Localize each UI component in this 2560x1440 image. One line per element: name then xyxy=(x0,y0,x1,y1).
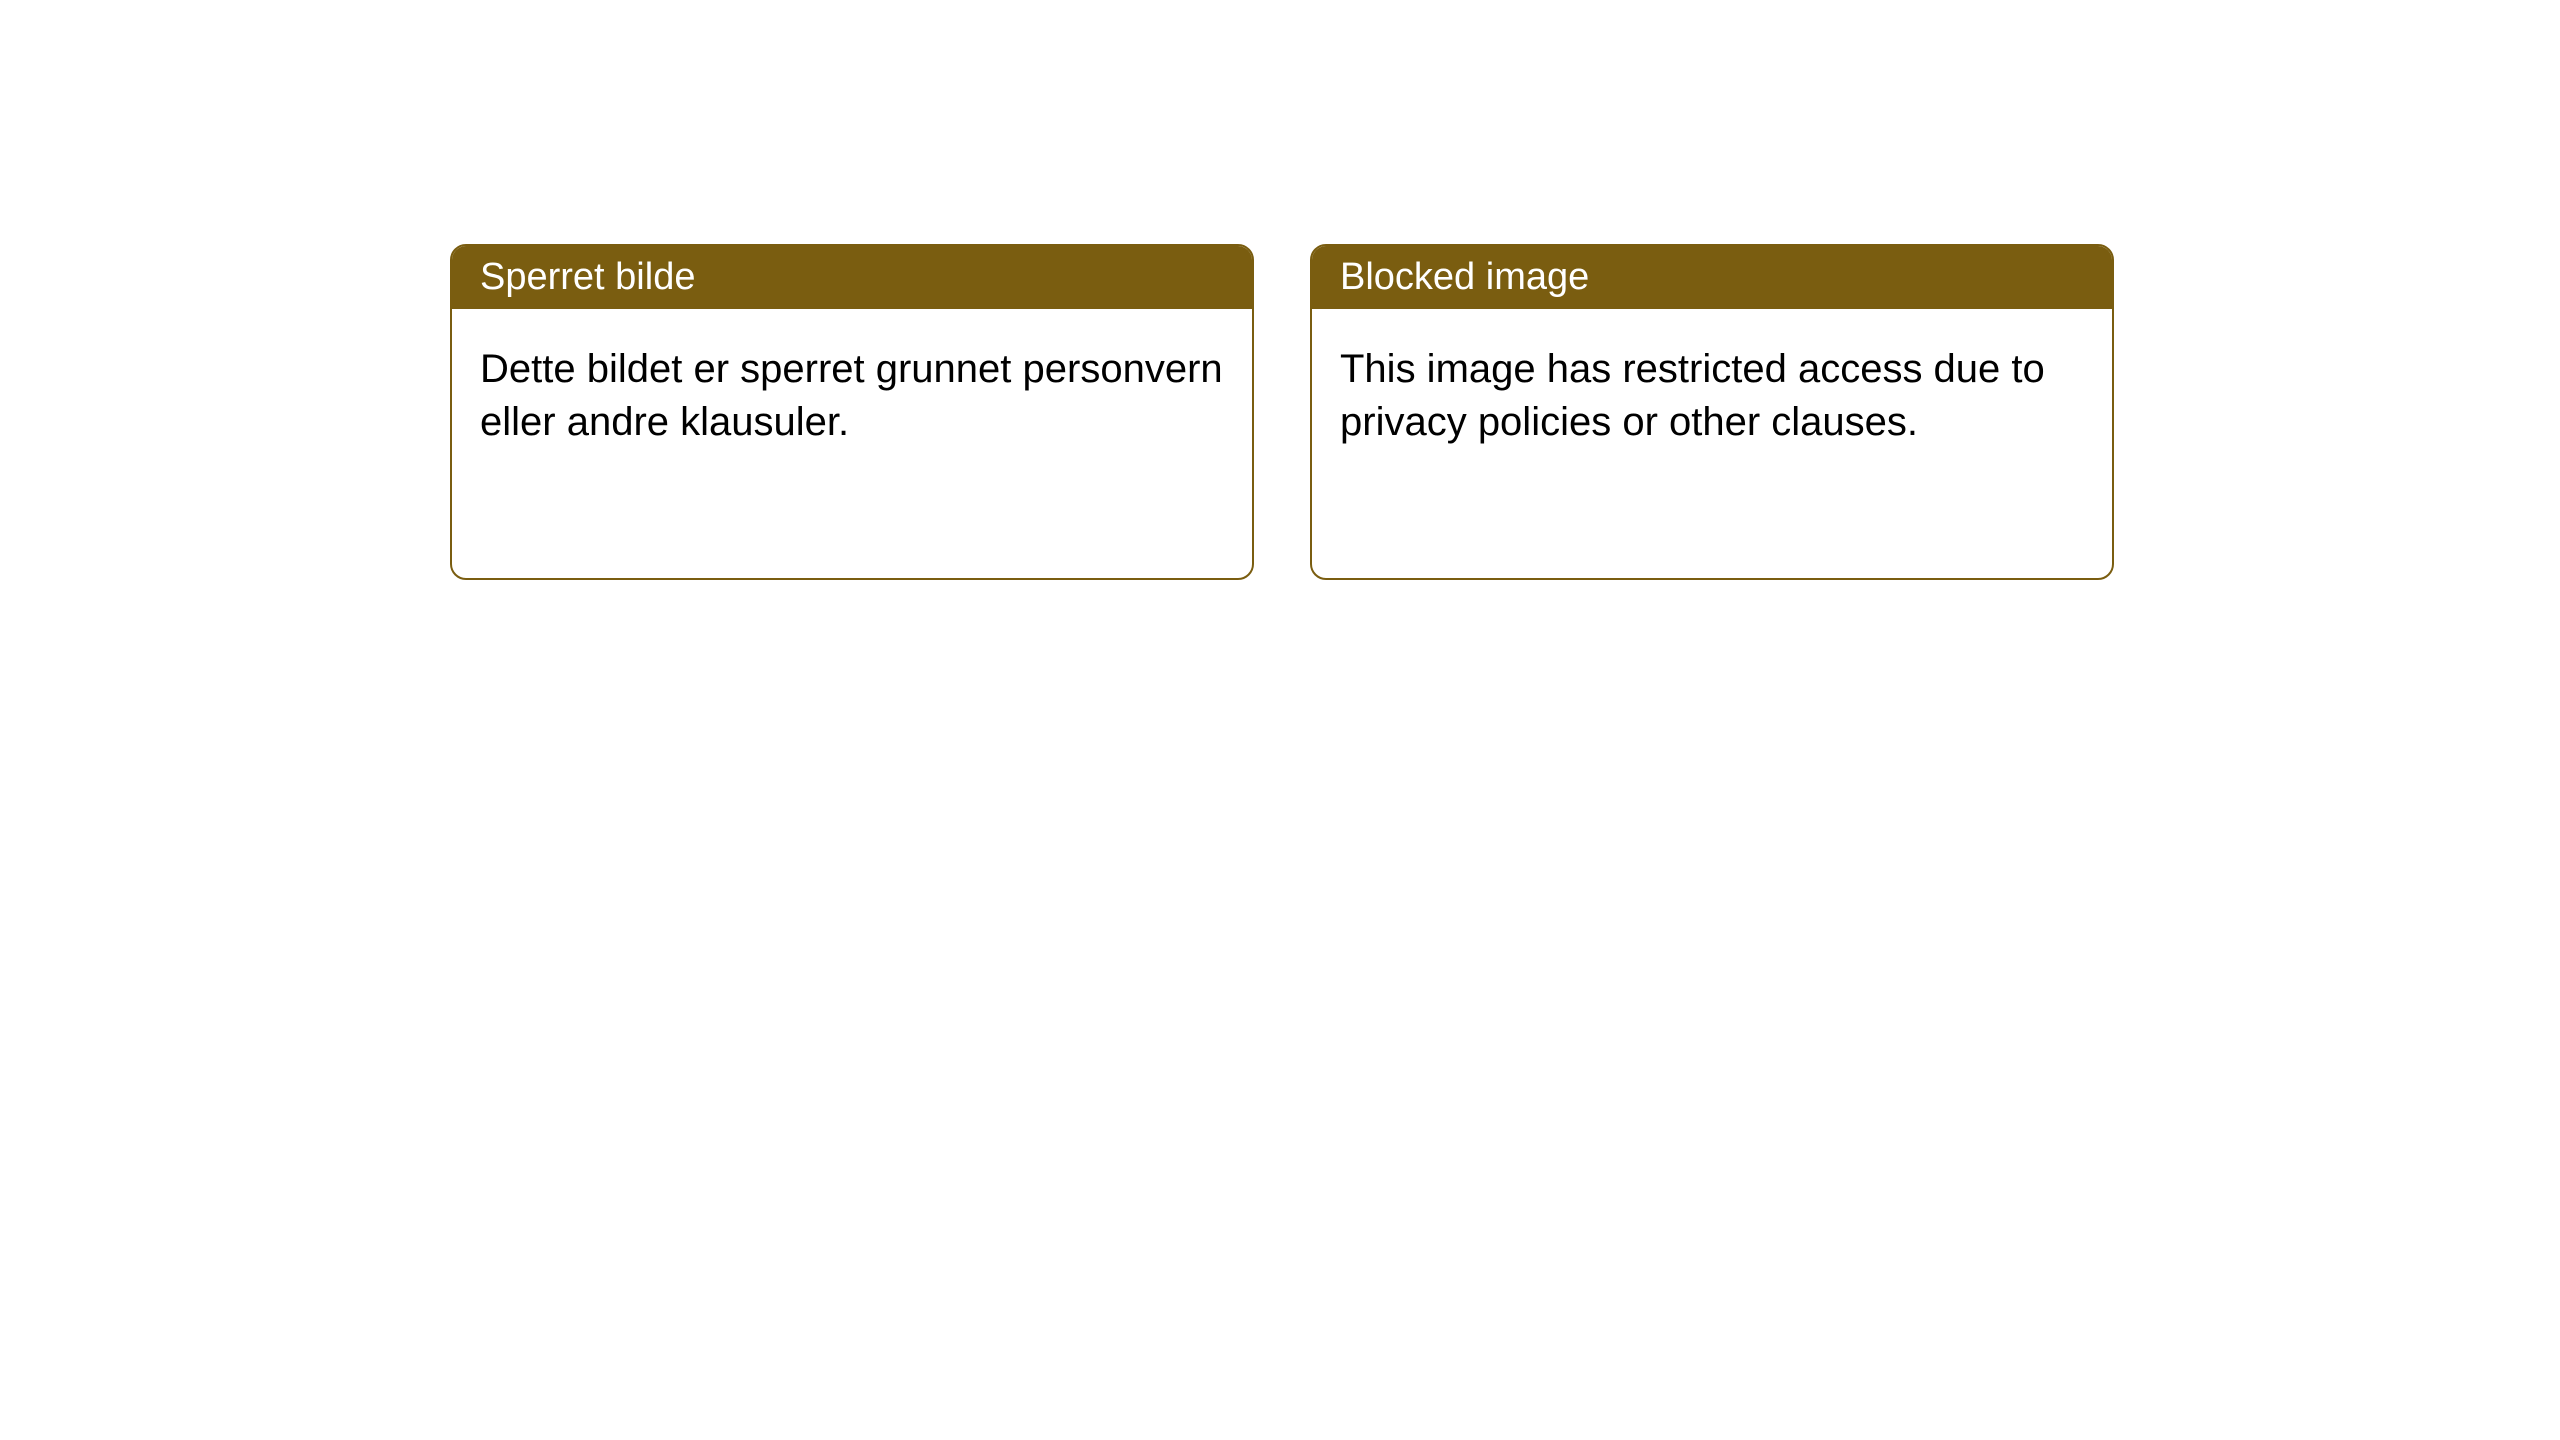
notice-body: This image has restricted access due to … xyxy=(1312,309,2112,483)
notice-title: Blocked image xyxy=(1312,246,2112,309)
notice-card-english: Blocked image This image has restricted … xyxy=(1310,244,2114,580)
notice-card-norwegian: Sperret bilde Dette bildet er sperret gr… xyxy=(450,244,1254,580)
notice-body: Dette bildet er sperret grunnet personve… xyxy=(452,309,1252,483)
notice-container: Sperret bilde Dette bildet er sperret gr… xyxy=(0,0,2560,580)
notice-title: Sperret bilde xyxy=(452,246,1252,309)
